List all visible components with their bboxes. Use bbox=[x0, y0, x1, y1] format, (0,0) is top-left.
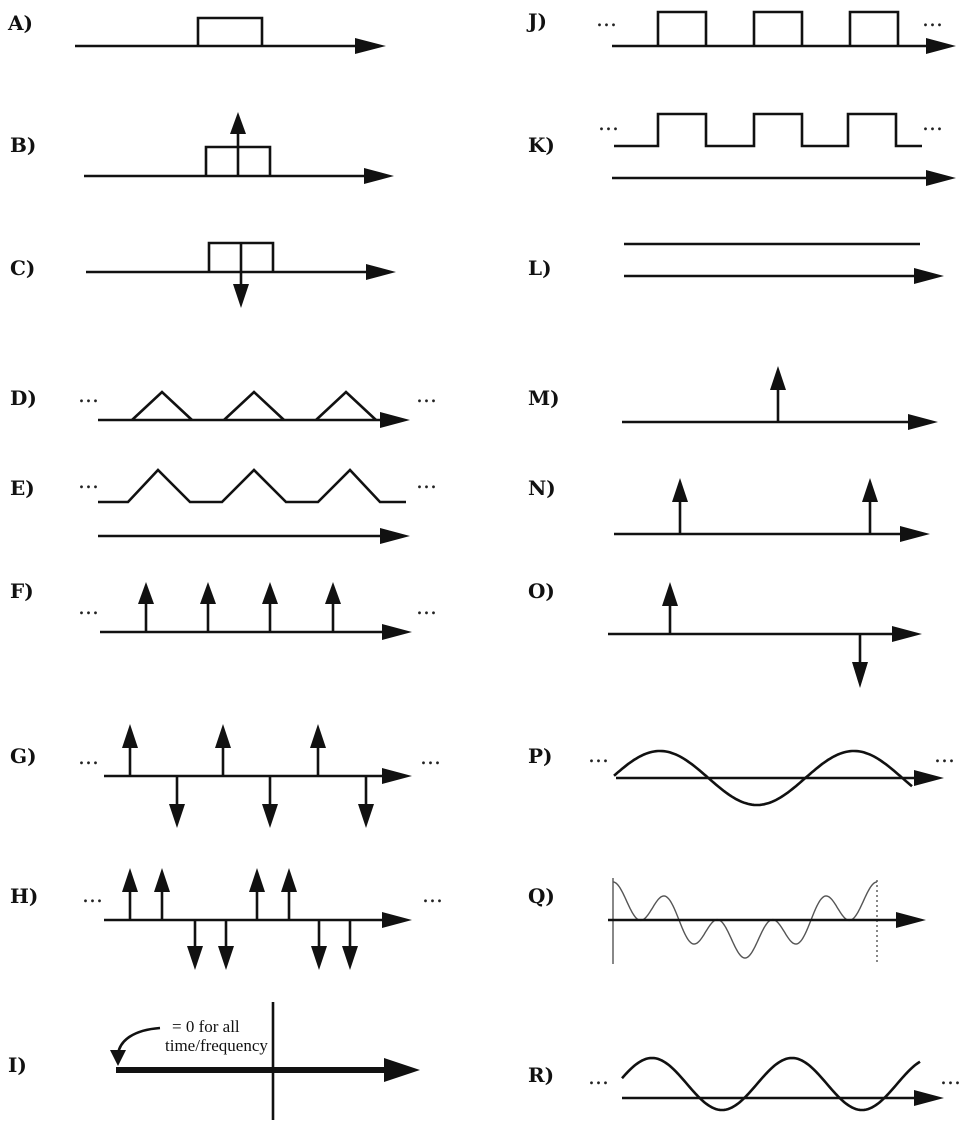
ellipsis-right: ... bbox=[422, 883, 443, 908]
label-m: M) bbox=[528, 386, 560, 410]
label-r: R) bbox=[528, 1063, 554, 1087]
panel-i: I) = 0 for all time/frequency bbox=[8, 1002, 420, 1120]
axis-arrowhead bbox=[364, 168, 394, 184]
label-n: N) bbox=[528, 476, 556, 500]
impulse-train bbox=[138, 582, 341, 632]
axis-arrowhead bbox=[380, 528, 410, 544]
sine-wave bbox=[621, 1056, 921, 1112]
panel-c: C) bbox=[10, 241, 396, 308]
impulse-arrowhead bbox=[230, 112, 246, 134]
axis-arrowhead bbox=[914, 770, 944, 786]
label-k: K) bbox=[528, 133, 555, 157]
label-o: O) bbox=[528, 579, 555, 603]
ellipsis-right: ... bbox=[416, 383, 437, 408]
label-q: Q) bbox=[528, 884, 555, 908]
label-l: L) bbox=[528, 256, 552, 280]
impulse-arrowhead bbox=[770, 366, 786, 390]
axis-arrowhead bbox=[355, 38, 386, 54]
ellipsis-left: ... bbox=[78, 383, 99, 408]
panel-d: D) ... ... bbox=[10, 383, 437, 428]
label-b: B) bbox=[10, 133, 36, 157]
paired-alternating-impulse-train bbox=[122, 868, 358, 970]
ellipsis-left: ... bbox=[78, 469, 99, 494]
axis-arrowhead bbox=[380, 412, 410, 428]
label-j: J) bbox=[526, 9, 547, 33]
label-g: G) bbox=[10, 744, 37, 768]
annotation-line2: time/frequency bbox=[165, 1036, 268, 1055]
triangle-train bbox=[131, 390, 377, 421]
ellipsis-right: ... bbox=[420, 745, 441, 770]
triangle-train-offset bbox=[98, 468, 406, 504]
annotation-line1: = 0 for all bbox=[172, 1017, 240, 1036]
label-c: C) bbox=[10, 256, 35, 280]
panel-h: H) ... ... bbox=[10, 868, 443, 970]
axis-arrowhead bbox=[382, 768, 412, 784]
ellipsis-left: ... bbox=[78, 745, 99, 770]
ellipsis-left: ... bbox=[588, 743, 609, 768]
annotation-arrowhead bbox=[110, 1050, 126, 1066]
panel-g: G) ... ... bbox=[10, 724, 441, 828]
ellipsis-right: ... bbox=[922, 7, 943, 32]
panel-q: Q) bbox=[528, 878, 926, 964]
offset-rect-pulse-train bbox=[614, 112, 922, 148]
impulse-arrowhead bbox=[233, 284, 249, 308]
rect-pulse bbox=[196, 16, 264, 46]
panel-k: K) ... ... bbox=[528, 111, 956, 186]
axis-arrowhead bbox=[914, 1090, 944, 1106]
ellipsis-left: ... bbox=[588, 1065, 609, 1090]
axis-arrowhead bbox=[900, 526, 930, 542]
sine-wave bbox=[613, 749, 913, 807]
ellipsis-left: ... bbox=[596, 7, 617, 32]
axis-arrowhead bbox=[384, 1058, 420, 1082]
panel-b: B) bbox=[10, 112, 394, 184]
ellipsis-right: ... bbox=[922, 111, 943, 136]
ellipsis-left: ... bbox=[82, 883, 103, 908]
panel-r: R) ... ... bbox=[528, 1056, 960, 1112]
ellipsis-right: ... bbox=[416, 595, 437, 620]
panel-f: F) ... ... bbox=[10, 579, 437, 640]
alternating-impulse-train bbox=[122, 724, 374, 828]
sum-of-sinusoids bbox=[612, 881, 878, 959]
label-d: D) bbox=[10, 386, 37, 410]
label-e: E) bbox=[10, 476, 35, 500]
axis-arrowhead bbox=[926, 38, 956, 54]
ellipsis-left: ... bbox=[598, 111, 619, 136]
axis-arrowhead bbox=[926, 170, 956, 186]
ellipsis-right: ... bbox=[416, 469, 437, 494]
impulse-arrowhead bbox=[672, 478, 688, 502]
panel-e: E) ... ... bbox=[10, 468, 437, 544]
axis-arrowhead bbox=[382, 624, 412, 640]
label-h: H) bbox=[10, 884, 38, 908]
axis-arrowhead bbox=[892, 626, 922, 642]
panel-o: O) bbox=[528, 579, 922, 688]
label-a: A) bbox=[7, 11, 33, 35]
panel-n: N) bbox=[528, 476, 930, 542]
axis-arrowhead bbox=[366, 264, 396, 280]
label-f: F) bbox=[10, 579, 34, 603]
axis-arrowhead bbox=[914, 268, 944, 284]
panel-l: L) bbox=[528, 242, 944, 284]
panel-a: A) bbox=[7, 11, 386, 54]
ellipsis-right: ... bbox=[934, 743, 955, 768]
panel-j: J) ... ... bbox=[526, 7, 956, 54]
panel-m: M) bbox=[528, 366, 938, 430]
ellipsis-left: ... bbox=[78, 595, 99, 620]
ellipsis-right: ... bbox=[940, 1065, 960, 1090]
impulse-arrowhead bbox=[862, 478, 878, 502]
axis-arrowhead bbox=[908, 414, 938, 430]
label-p: P) bbox=[528, 744, 553, 768]
panel-p: P) ... ... bbox=[528, 743, 955, 807]
impulse-arrowhead bbox=[852, 662, 868, 688]
axis-arrowhead bbox=[382, 912, 412, 928]
impulse-arrowhead bbox=[662, 582, 678, 606]
label-i: I) bbox=[8, 1053, 27, 1077]
rect-pulse-train bbox=[656, 10, 900, 46]
axis-arrowhead bbox=[896, 912, 926, 928]
